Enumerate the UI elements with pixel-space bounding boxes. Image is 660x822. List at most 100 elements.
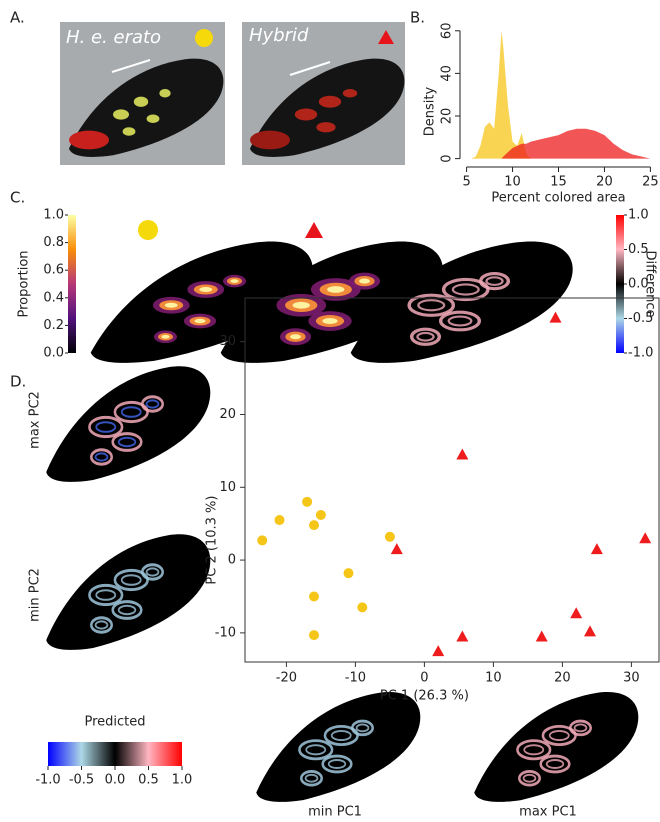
point [302, 496, 313, 507]
point [257, 535, 268, 546]
pattern-outline [111, 432, 143, 452]
heat-blob [290, 334, 301, 340]
point [274, 515, 285, 526]
density-area [471, 30, 651, 159]
y-tick-label: 0 [440, 154, 455, 162]
x-tick-label: 0 [420, 671, 428, 686]
panel-label: C. [10, 189, 25, 207]
pattern-outline [113, 568, 149, 592]
x-axis-label: Percent colored area [491, 191, 625, 206]
y-tick-label: 20 [440, 108, 455, 125]
density-area [471, 128, 651, 159]
pattern-outline [141, 563, 164, 581]
wing-image [350, 241, 573, 363]
point [549, 311, 562, 323]
wing-image [46, 534, 211, 650]
pattern-outline [145, 399, 160, 409]
pattern-outline [90, 448, 113, 466]
colorbar-tick-label: 1.0 [628, 208, 649, 223]
pattern-outline [441, 277, 490, 302]
wing-label: max PC1 [519, 805, 577, 820]
pattern-outline [88, 415, 124, 439]
wing-shape [474, 692, 639, 802]
photo-label: H. e. erato [66, 27, 161, 48]
point [570, 607, 583, 619]
heat-blob [359, 278, 370, 284]
y-axis-label: Density [423, 86, 438, 136]
pattern-outline [416, 331, 435, 342]
colorbar [48, 742, 182, 766]
pattern-outline [90, 616, 113, 634]
colorbar-tick-label: -0.5 [628, 311, 653, 326]
colorbar-tick-label: 0.6 [43, 263, 64, 278]
marker-icon [195, 29, 213, 47]
wing-image [220, 241, 443, 363]
heat-blob [164, 302, 178, 308]
wing-label: max PC2 [28, 391, 43, 449]
point [432, 645, 445, 657]
pattern-outline [539, 754, 571, 774]
colorbar-tick-label: 1.0 [43, 208, 64, 223]
y-tick-label: 60 [440, 23, 455, 40]
x-tick-label: 10 [504, 175, 521, 190]
colorbar-tick-label: 0.5 [138, 773, 159, 788]
pattern-outline [120, 406, 142, 418]
point [357, 602, 368, 613]
pattern-outline [523, 744, 545, 756]
wing-photo [69, 58, 224, 157]
pattern-outline [330, 729, 352, 742]
colorbar-tick-label: 1.0 [172, 773, 193, 788]
pattern-outline [327, 759, 347, 769]
pattern-outline [117, 604, 137, 616]
colorbar-tick-label: 0.4 [43, 290, 64, 305]
pattern-outline [573, 723, 588, 733]
point [309, 520, 319, 531]
colorbar-tick-label: -1.0 [35, 773, 60, 788]
panel-label: B. [410, 9, 425, 27]
colorbar-label: Proportion [17, 250, 32, 317]
heat-blob [194, 318, 206, 324]
heat-blob [230, 279, 239, 283]
pattern-outline [305, 744, 327, 756]
pattern-outline [518, 769, 541, 787]
pattern-outline [355, 723, 370, 733]
pattern-outline [94, 452, 109, 462]
y-tick-label: 20 [219, 407, 236, 422]
heat-blob [161, 334, 170, 339]
pattern-outline [95, 589, 117, 601]
pattern-outline [323, 724, 359, 747]
panel-label: D. [10, 373, 26, 391]
y-tick-label: 40 [440, 65, 455, 82]
x-tick-label: 20 [596, 175, 613, 190]
y-tick-label: 10 [219, 480, 236, 495]
x-tick-label: 20 [554, 671, 571, 686]
x-axis-label: PC 1 (26.3 %) [380, 689, 469, 704]
pattern-outline [545, 759, 565, 769]
pattern-outline [95, 421, 117, 433]
plot-frame [244, 297, 660, 663]
point [315, 509, 326, 520]
wing-shape [46, 366, 211, 482]
heat-blob [199, 286, 213, 293]
x-tick-label: 10 [485, 671, 502, 686]
wing-photo [250, 58, 405, 157]
x-tick-label: 25 [642, 175, 659, 190]
pattern-outline [88, 583, 124, 607]
pattern-outline [541, 724, 577, 747]
marker-icon [378, 30, 394, 44]
pattern-outline [304, 773, 319, 783]
colorbar-label: Predicted [84, 715, 145, 730]
x-tick-label: -10 [345, 671, 366, 686]
pattern-outline [407, 293, 456, 317]
point [456, 630, 469, 642]
point [590, 543, 603, 555]
y-tick-label: -10 [215, 625, 236, 640]
y-axis-label: PC 2 (10.3 %) [205, 496, 220, 585]
heat-blob [327, 286, 345, 293]
colorbar-tick-label: 0.0 [43, 346, 64, 361]
heat-blob [292, 301, 310, 309]
pattern-outline [94, 620, 109, 630]
pattern-outline [120, 574, 142, 586]
pattern-outline [111, 600, 143, 620]
